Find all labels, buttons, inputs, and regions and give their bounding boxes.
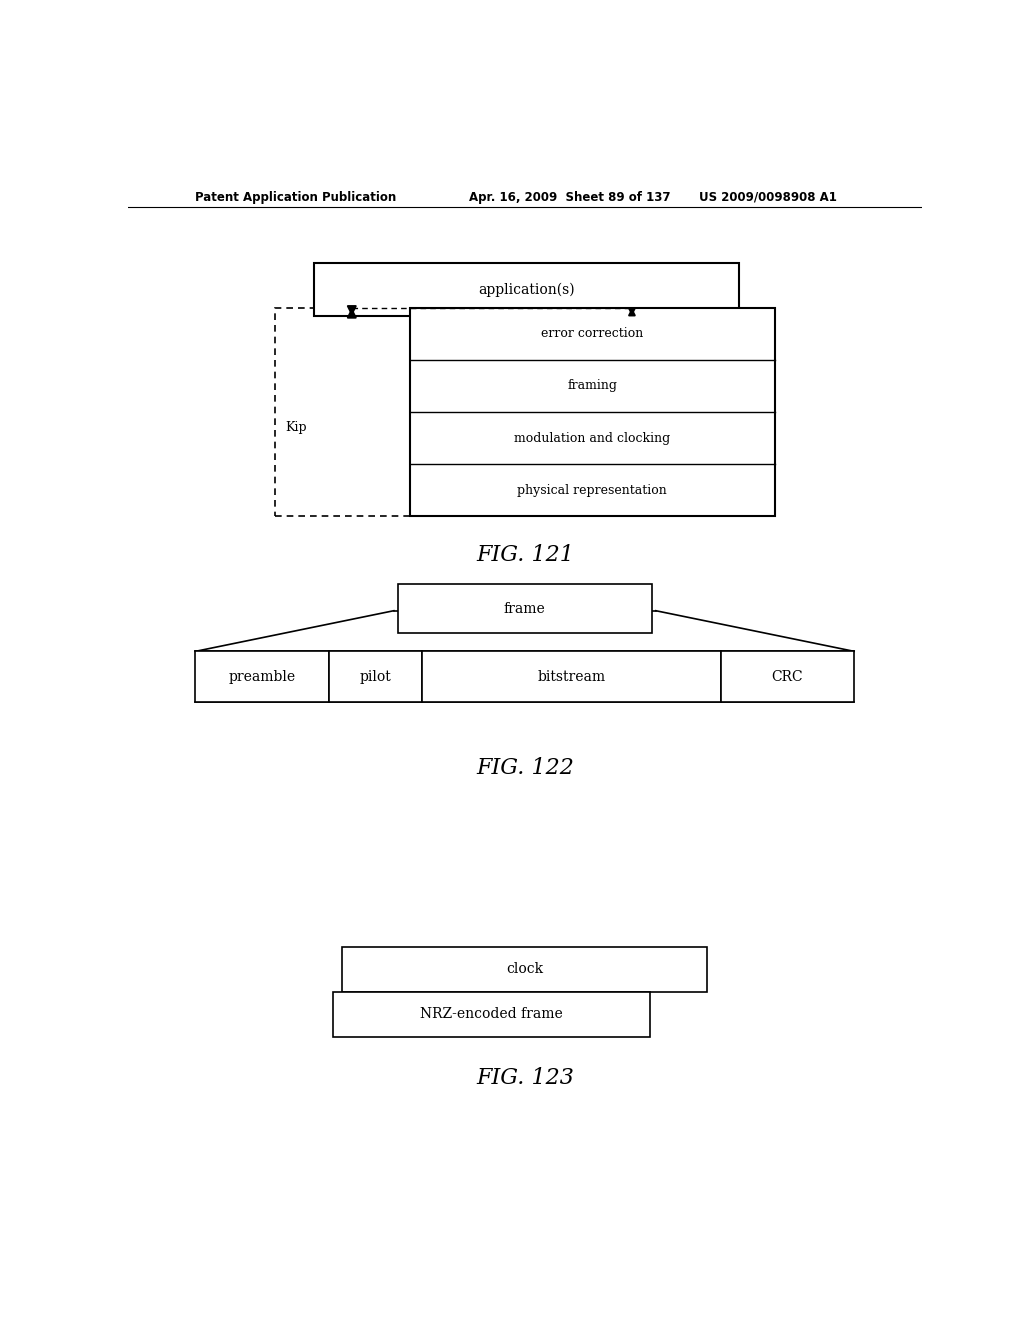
Text: physical representation: physical representation (517, 483, 667, 496)
Bar (410, 308, 775, 516)
Text: Patent Application Publication: Patent Application Publication (196, 190, 396, 203)
Bar (397, 585, 652, 634)
Text: application(s): application(s) (478, 282, 575, 297)
Bar (314, 263, 739, 315)
Text: error correction: error correction (541, 327, 643, 341)
Text: bitstream: bitstream (538, 669, 605, 684)
Text: CRC: CRC (772, 669, 804, 684)
Bar (196, 651, 329, 702)
Text: frame: frame (504, 602, 546, 615)
Bar (422, 651, 721, 702)
Text: US 2009/0098908 A1: US 2009/0098908 A1 (699, 190, 838, 203)
Bar (274, 308, 775, 516)
Bar (329, 651, 422, 702)
Text: modulation and clocking: modulation and clocking (514, 432, 671, 445)
Text: Apr. 16, 2009  Sheet 89 of 137: Apr. 16, 2009 Sheet 89 of 137 (469, 190, 671, 203)
Text: clock: clock (506, 962, 544, 977)
Text: FIG. 122: FIG. 122 (476, 758, 573, 779)
Text: NRZ-encoded frame: NRZ-encoded frame (420, 1007, 563, 1022)
Text: Kip: Kip (285, 421, 307, 434)
Text: framing: framing (567, 379, 617, 392)
Text: FIG. 123: FIG. 123 (476, 1068, 573, 1089)
Text: pilot: pilot (359, 669, 391, 684)
Bar (342, 948, 708, 991)
Bar (721, 651, 854, 702)
Text: preamble: preamble (228, 669, 296, 684)
Text: FIG. 121: FIG. 121 (476, 544, 573, 566)
Bar (333, 991, 650, 1036)
